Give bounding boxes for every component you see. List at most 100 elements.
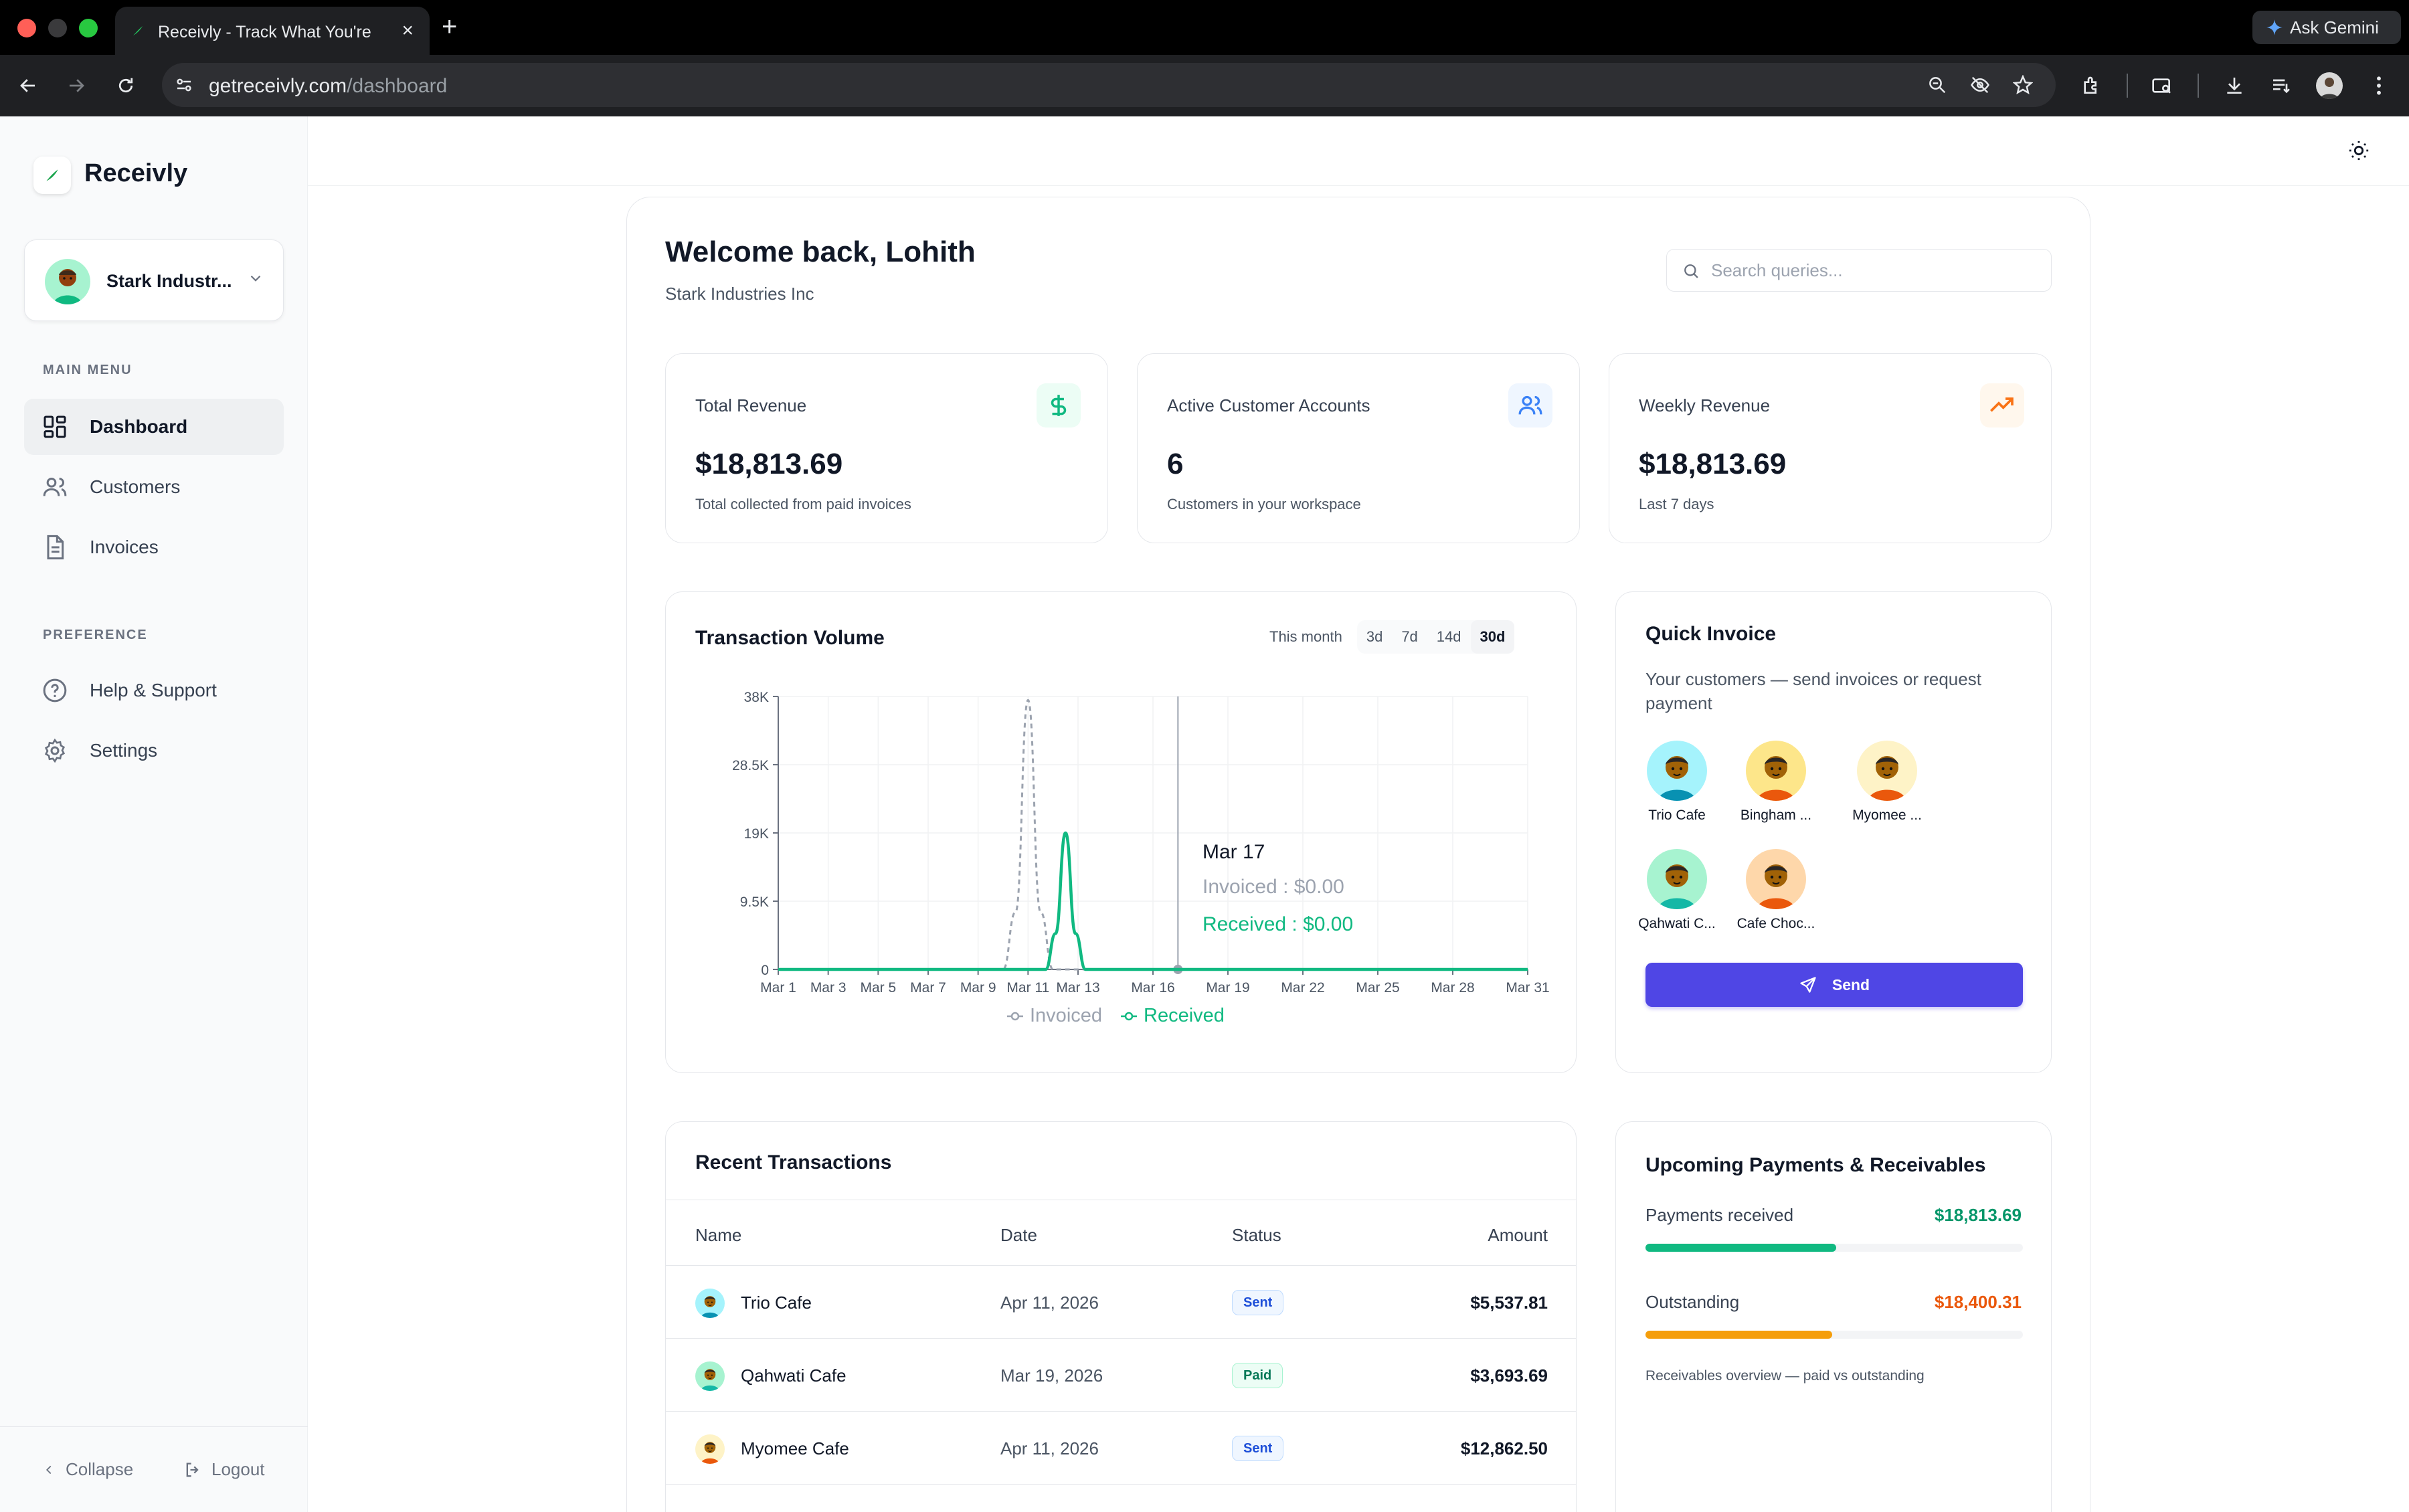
help-icon — [43, 678, 67, 702]
forward-icon[interactable] — [62, 71, 91, 100]
tab-close-icon[interactable]: × — [402, 19, 414, 41]
quick-invoice-customer[interactable]: Cafe Choc... — [1726, 849, 1826, 932]
chart-y-tick-label: 19K — [744, 826, 769, 842]
users-icon — [43, 478, 67, 496]
trend-up-icon — [1980, 383, 2024, 428]
range-30d[interactable]: 30d — [1470, 620, 1515, 654]
site-settings-icon[interactable] — [174, 75, 194, 95]
chevron-down-icon — [250, 275, 261, 282]
sidebar-item-label: Help & Support — [90, 680, 217, 700]
customer-avatar — [1857, 741, 1917, 801]
range-7d[interactable]: 7d — [1401, 628, 1418, 645]
gear-icon — [44, 738, 66, 763]
quick-invoice-customer[interactable]: Myomee ... — [1837, 741, 1937, 824]
table-row[interactable]: Trio Cafe Apr 11, 2026 Sent $5,537.81 — [666, 1265, 1576, 1337]
customer-avatar — [1647, 849, 1707, 909]
chart-x-tick-label: Mar 11 — [1006, 980, 1049, 996]
row-amount: $12,862.50 — [1460, 1438, 1548, 1458]
sidebar-item-dashboard[interactable]: Dashboard — [24, 399, 284, 455]
stat-value: $18,813.69 — [695, 448, 843, 480]
collapse-label: Collapse — [66, 1459, 134, 1479]
send-button[interactable]: Send — [1645, 963, 2023, 1007]
stat-subtext: Customers in your workspace — [1167, 496, 1361, 512]
chart-x-tick-label: Mar 5 — [860, 980, 896, 996]
transaction-volume-card: Transaction Volume This month 3d 7d 14d … — [665, 591, 1577, 1073]
url-path: /dashboard — [347, 75, 448, 97]
chart-x-tick-label: Mar 16 — [1131, 980, 1174, 996]
chart-x-tick-label: Mar 13 — [1056, 980, 1099, 996]
row-amount: $3,693.69 — [1470, 1365, 1548, 1386]
table-row[interactable]: Qahwati Cafe Mar 19, 2026 Paid $3,693.69 — [666, 1338, 1576, 1410]
stat-label: Active Customer Accounts — [1167, 395, 1370, 415]
profile-avatar-icon[interactable] — [2314, 70, 2345, 101]
bookmark-star-icon[interactable] — [2013, 75, 2033, 95]
customer-name: Cafe Choc... — [1736, 916, 1815, 931]
customer-avatar — [1746, 741, 1806, 801]
chart-series-line-received — [778, 831, 1528, 971]
row-date: Apr 11, 2026 — [1000, 1438, 1099, 1458]
back-icon[interactable] — [13, 71, 43, 100]
reading-list-icon[interactable] — [2266, 70, 2297, 101]
tab-search-icon[interactable] — [2147, 70, 2177, 101]
maximize-window-button[interactable] — [79, 19, 98, 37]
table-row[interactable]: Myomee Cafe Apr 11, 2026 Sent $12,862.50 — [666, 1411, 1576, 1483]
range-3d[interactable]: 3d — [1366, 628, 1383, 645]
browser-toolbar: getreceivly.com/dashboard — [0, 55, 2409, 116]
extensions-icon[interactable] — [2076, 70, 2107, 101]
stat-value: $18,813.69 — [1639, 448, 1787, 480]
customer-avatar — [1746, 849, 1806, 909]
workspace-switcher[interactable]: Stark Industr... — [24, 240, 284, 321]
stat-card-active-customers: Active Customer Accounts 6 Customers in … — [1137, 353, 1580, 543]
brand-logo-icon — [33, 157, 71, 194]
transaction-volume-chart[interactable]: 0 9.5K 19K 28.5K 38K Mar 1 Mar 3 Mar 5 Mar 7 Mar … — [666, 592, 1577, 1074]
address-bar[interactable]: getreceivly.com/dashboard — [162, 63, 2056, 107]
stat-subtext: Total collected from paid invoices — [695, 496, 911, 512]
quick-invoice-customer[interactable]: Bingham ... — [1726, 741, 1826, 824]
outstanding-value: $18,400.31 — [1934, 1292, 2022, 1312]
status-badge: Sent — [1232, 1290, 1284, 1315]
column-header-amount: Amount — [1488, 1225, 1548, 1245]
chevron-left-icon — [46, 1465, 52, 1474]
browser-menu-icon[interactable] — [2363, 70, 2394, 101]
ask-gemini-button[interactable]: Ask Gemini — [2252, 11, 2401, 44]
workspace-name: Stark Industr... — [106, 271, 232, 291]
browser-tab[interactable]: Receivly - Track What You're × — [115, 7, 430, 55]
column-header-status: Status — [1232, 1225, 1281, 1245]
payments-received-fill — [1645, 1244, 1837, 1252]
collapse-button[interactable]: Collapse — [41, 1459, 133, 1480]
quick-invoice-customer[interactable]: Trio Cafe — [1627, 741, 1727, 824]
new-tab-button[interactable]: + — [442, 12, 458, 41]
sidebar-item-help-support[interactable]: Help & Support — [24, 662, 284, 719]
sidebar-item-invoices[interactable]: Invoices — [24, 519, 284, 575]
sidebar-item-customers[interactable]: Customers — [24, 459, 284, 515]
zoom-icon[interactable] — [1927, 75, 1947, 95]
customer-avatar — [1647, 741, 1707, 801]
minimize-window-button[interactable] — [48, 19, 67, 37]
browser-tab-strip: Receivly - Track What You're × + Ask Gem… — [0, 0, 2409, 55]
chart-x-tick-label: Mar 19 — [1206, 980, 1249, 996]
stat-card-total-revenue: Total Revenue $18,813.69 Total collected… — [665, 353, 1108, 543]
reload-icon[interactable] — [111, 71, 141, 100]
eye-off-icon[interactable] — [1970, 75, 1990, 95]
row-date: Mar 19, 2026 — [1000, 1365, 1103, 1386]
row-name: Qahwati Cafe — [741, 1365, 846, 1386]
brand-name: Receivly — [84, 159, 188, 187]
sun-theme-toggle-icon[interactable] — [2347, 139, 2370, 162]
download-icon[interactable] — [2219, 70, 2250, 101]
range-14d[interactable]: 14d — [1436, 628, 1461, 645]
chart-y-tick-label: 9.5K — [740, 894, 769, 910]
users-icon — [1508, 383, 1552, 428]
chart-x-tick-label: Mar 22 — [1281, 980, 1324, 996]
legend-label: Received — [1144, 1005, 1225, 1026]
quick-invoice-card: Quick Invoice Your customers — send invo… — [1615, 591, 2052, 1073]
logout-button[interactable]: Logout — [183, 1459, 265, 1480]
range-this-month[interactable]: This month — [1269, 628, 1342, 645]
column-header-date: Date — [1000, 1225, 1037, 1245]
stat-label: Weekly Revenue — [1639, 395, 1771, 415]
quick-invoice-customer[interactable]: Qahwati C... — [1627, 849, 1727, 932]
close-window-button[interactable] — [17, 19, 36, 37]
sidebar-item-settings[interactable]: Settings — [24, 723, 284, 779]
sidebar-item-label: Dashboard — [90, 416, 188, 437]
search-input[interactable] — [1711, 250, 2039, 291]
chart-x-tick-label: Mar 28 — [1431, 980, 1474, 996]
